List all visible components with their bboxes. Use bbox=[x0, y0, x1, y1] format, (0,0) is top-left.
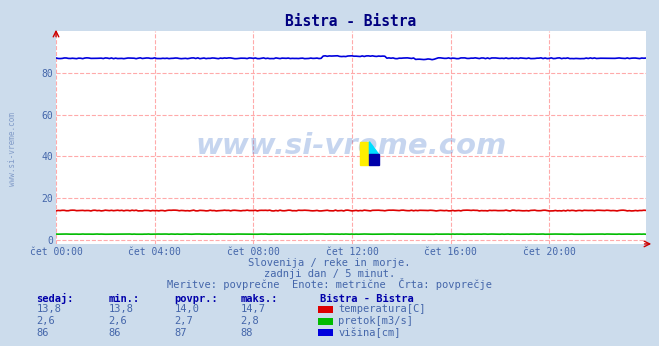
Text: višina[cm]: višina[cm] bbox=[338, 327, 401, 338]
Text: 14,0: 14,0 bbox=[175, 304, 200, 315]
Text: pretok[m3/s]: pretok[m3/s] bbox=[338, 316, 413, 326]
Text: 13,8: 13,8 bbox=[109, 304, 134, 315]
Text: 2,8: 2,8 bbox=[241, 316, 259, 326]
Text: 13,8: 13,8 bbox=[36, 304, 61, 315]
Text: Meritve: povprečne  Enote: metrične  Črta: povprečje: Meritve: povprečne Enote: metrične Črta:… bbox=[167, 278, 492, 290]
Bar bbox=[360, 142, 370, 165]
Text: 87: 87 bbox=[175, 328, 187, 338]
Text: min.:: min.: bbox=[109, 294, 140, 304]
Text: 2,6: 2,6 bbox=[36, 316, 55, 326]
Text: Slovenija / reke in morje.: Slovenija / reke in morje. bbox=[248, 258, 411, 268]
Text: maks.:: maks.: bbox=[241, 294, 278, 304]
Text: zadnji dan / 5 minut.: zadnji dan / 5 minut. bbox=[264, 269, 395, 279]
Text: temperatura[C]: temperatura[C] bbox=[338, 304, 426, 315]
Title: Bistra - Bistra: Bistra - Bistra bbox=[285, 13, 416, 29]
Text: povpr.:: povpr.: bbox=[175, 294, 218, 304]
Text: sedaj:: sedaj: bbox=[36, 293, 74, 304]
Text: 86: 86 bbox=[109, 328, 121, 338]
Text: 86: 86 bbox=[36, 328, 49, 338]
Text: 14,7: 14,7 bbox=[241, 304, 266, 315]
Bar bbox=[370, 154, 379, 165]
Text: Bistra - Bistra: Bistra - Bistra bbox=[320, 294, 413, 304]
Text: www.si-vreme.com: www.si-vreme.com bbox=[195, 132, 507, 160]
Text: 2,7: 2,7 bbox=[175, 316, 193, 326]
Text: www.si-vreme.com: www.si-vreme.com bbox=[8, 112, 17, 186]
Text: 88: 88 bbox=[241, 328, 253, 338]
Text: 2,6: 2,6 bbox=[109, 316, 127, 326]
Polygon shape bbox=[370, 142, 379, 154]
